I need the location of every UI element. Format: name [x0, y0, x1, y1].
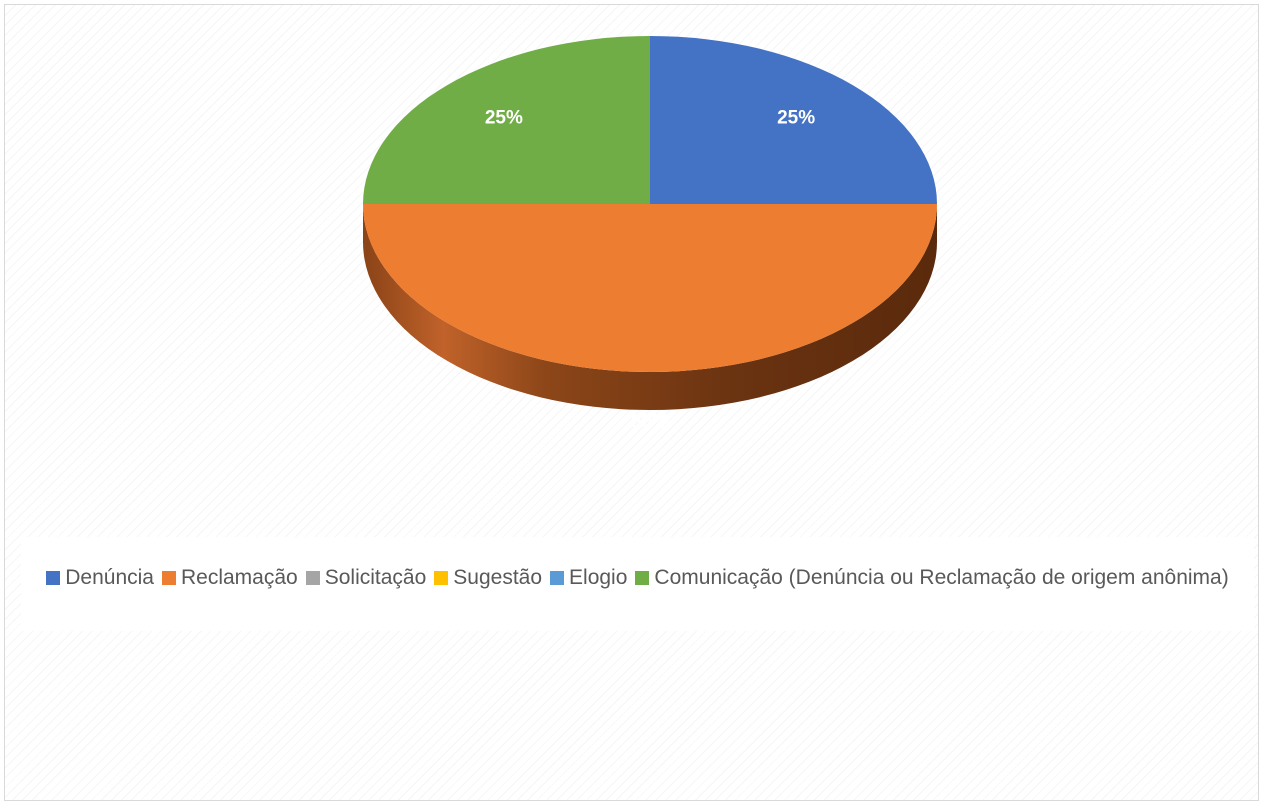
legend-item-sugestao[interactable]: Sugestão	[434, 566, 542, 590]
legend-area: Denúncia Reclamação Solicitação Sugestão Elo…	[21, 537, 1254, 631]
legend-label: Sugestão	[453, 566, 543, 589]
legend-label: Denúncia	[65, 566, 154, 589]
pie-slice-comunicacao-denuncia-ou-reclamacao-de-origem-anonima[interactable]	[363, 36, 650, 204]
legend-item-solicitacao[interactable]: Solicitação	[305, 566, 427, 590]
legend-item-elogio[interactable]: Elogio	[550, 566, 627, 590]
data-label-comunicacao-denuncia-ou-reclamacao-de-origem-anonima: 25%	[485, 107, 523, 128]
legend-label: Comunicação (Denúncia ou Reclamação de o…	[654, 566, 1229, 589]
legend-swatch	[46, 571, 61, 585]
legend-label: Reclamação	[180, 566, 298, 589]
legend-label: Solicitação	[324, 566, 427, 589]
pie-side-wall	[363, 204, 937, 410]
legend-swatch	[161, 571, 176, 585]
legend-item-comunicacao-denuncia-ou-reclamacao-de-origem-anonima[interactable]: Comunicação (Denúncia ou Reclamação de o…	[635, 566, 1229, 590]
pie-slice-reclamacao[interactable]	[363, 204, 937, 372]
data-label-reclamacao: 50%	[631, 411, 669, 432]
pie-slice-denuncia[interactable]	[650, 36, 937, 204]
legend-swatch	[635, 571, 650, 585]
legend-swatch	[305, 571, 320, 585]
data-label-denuncia: 25%	[777, 107, 815, 128]
legend-item-denuncia[interactable]: Denúncia	[46, 566, 154, 590]
legend-label: Elogio	[569, 566, 628, 589]
legend-swatch	[434, 571, 449, 585]
legend-swatch	[550, 571, 565, 585]
legend-item-reclamacao[interactable]: Reclamação	[161, 566, 298, 590]
legend: Denúncia Reclamação Solicitação Sugestão Elo…	[21, 566, 1254, 590]
